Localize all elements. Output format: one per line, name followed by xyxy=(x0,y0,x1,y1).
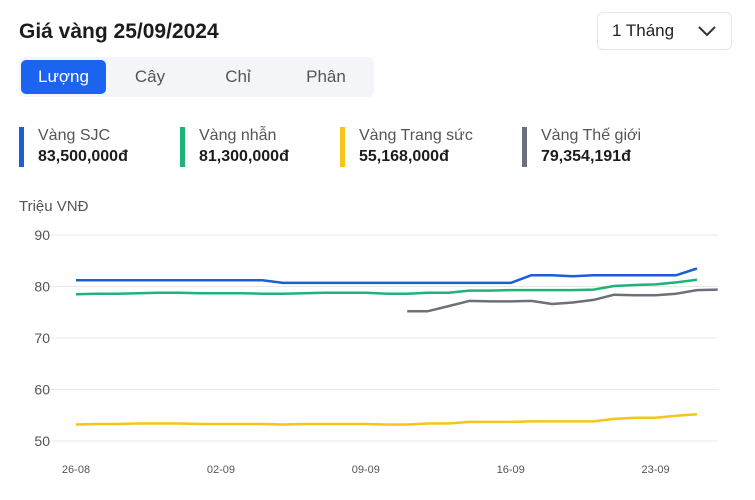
x-tick-label: 02-09 xyxy=(207,464,235,476)
unit-tabs: Lượng Cây Chỉ Phân xyxy=(19,57,374,97)
legend-swatch xyxy=(19,127,24,167)
legend-item-nhan[interactable]: Vàng nhẫn 81,300,000đ xyxy=(180,127,289,167)
legend-label: Vàng Thế giới xyxy=(541,127,642,144)
y-tick-label: 90 xyxy=(34,227,50,243)
legend-value: 83,500,000đ xyxy=(38,148,128,165)
x-tick-label: 23-09 xyxy=(642,464,670,476)
tab-cay[interactable]: Cây xyxy=(134,67,166,86)
chevron-down-icon xyxy=(698,26,716,37)
series-line-vàng-trang-sức xyxy=(75,412,698,426)
tab-luong[interactable]: Lượng xyxy=(21,60,106,94)
legend-label: Vàng Trang sức xyxy=(359,127,473,144)
legend-value: 55,168,000đ xyxy=(359,148,449,165)
tab-chi[interactable]: Chỉ xyxy=(225,67,251,86)
y-tick-label: 50 xyxy=(34,433,50,449)
x-tick-label: 26-08 xyxy=(62,464,90,476)
y-axis-label: Triệu VNĐ xyxy=(19,198,89,215)
legend-value: 81,300,000đ xyxy=(199,148,289,165)
legend-item-trang-suc[interactable]: Vàng Trang sức 55,168,000đ xyxy=(340,127,473,167)
series-line-vàng-thế-giới xyxy=(407,288,718,313)
x-tick-label: 16-09 xyxy=(497,464,525,476)
series-line-vàng-sjc xyxy=(76,267,698,285)
legend-swatch xyxy=(522,127,527,167)
legend-label: Vàng SJC xyxy=(38,127,111,144)
legend-item-sjc[interactable]: Vàng SJC 83,500,000đ xyxy=(19,127,128,167)
period-select[interactable]: 1 Tháng xyxy=(597,12,732,50)
legend-swatch xyxy=(340,127,345,167)
series-line-vàng-nhẫn xyxy=(75,278,698,296)
tab-phan[interactable]: Phân xyxy=(306,67,346,86)
page-title: Giá vàng 25/09/2024 xyxy=(19,20,219,43)
legend-label: Vàng nhẫn xyxy=(199,127,277,144)
x-tick-label: 09-09 xyxy=(352,464,380,476)
legend-swatch xyxy=(180,127,185,167)
y-tick-label: 80 xyxy=(34,279,50,295)
period-select-value: 1 Tháng xyxy=(612,21,675,40)
legend-item-the-gioi[interactable]: Vàng Thế giới 79,354,191đ xyxy=(522,127,641,167)
y-tick-label: 70 xyxy=(34,330,50,346)
legend-value: 79,354,191đ xyxy=(541,148,631,165)
y-tick-label: 60 xyxy=(34,382,50,398)
